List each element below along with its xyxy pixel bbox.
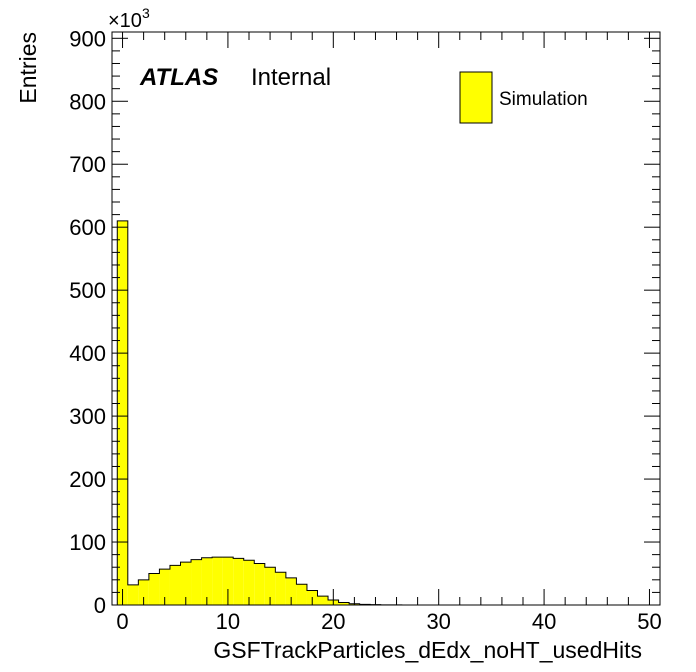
y-tick-labels: 0 100 200 300 400 500 600 700 800 900 — [69, 26, 106, 618]
histogram-bin — [169, 565, 181, 605]
histogram-bin — [201, 557, 213, 605]
legend-swatch-simulation — [459, 71, 493, 124]
histogram-bin — [127, 584, 139, 605]
histogram-bin — [117, 220, 128, 605]
histogram-bin — [159, 569, 170, 605]
atlas-status-label: Internal — [251, 64, 331, 91]
histogram-bin — [180, 562, 192, 605]
histogram-bars — [116, 220, 655, 606]
histogram-outline — [116, 220, 655, 606]
x-tick-label: 10 — [216, 609, 240, 634]
histogram-bin — [243, 560, 255, 605]
y-tick-label: 100 — [69, 530, 106, 555]
plot-frame — [111, 31, 661, 606]
histogram-bin — [254, 563, 265, 605]
histogram-bin — [296, 584, 307, 605]
y-axis-title: Entries — [15, 32, 41, 104]
legend: Simulation — [459, 71, 588, 124]
x-tick-label: 0 — [116, 609, 128, 634]
histogram-bin — [191, 559, 202, 605]
y-tick-label: 700 — [69, 152, 106, 177]
x-tick-label: 20 — [321, 609, 345, 634]
atlas-label: ATLAS — [139, 64, 218, 91]
y-tick-label: 500 — [69, 278, 106, 303]
legend-label-simulation: Simulation — [499, 89, 588, 110]
x-axis-title: GSFTrackParticles_dEdx_noHT_usedHits — [213, 637, 642, 663]
histogram-bin — [264, 567, 276, 605]
histogram-bin — [317, 596, 329, 605]
histogram-bin — [222, 557, 234, 605]
histogram-bin — [148, 573, 160, 605]
y-tick-label: 0 — [94, 593, 106, 618]
y-tick-label: 600 — [69, 215, 106, 240]
y-tick-label: 900 — [69, 26, 106, 51]
x-tick-label: 40 — [532, 609, 556, 634]
y-tick-label: 800 — [69, 89, 106, 114]
y-axis-multiplier: ×103 — [108, 5, 150, 32]
x-tick-label: 50 — [637, 609, 661, 634]
y-tick-label: 400 — [69, 341, 106, 366]
histogram-bin — [138, 579, 149, 605]
axis-ticks — [112, 32, 660, 606]
x-tick-label: 30 — [426, 609, 450, 634]
histogram-bin — [212, 557, 223, 605]
histogram-bin — [275, 572, 286, 605]
histogram-bin — [233, 558, 244, 605]
histogram-bin — [338, 602, 350, 605]
y-tick-label: 200 — [69, 467, 106, 492]
y-tick-label: 300 — [69, 404, 106, 429]
histogram-bin — [285, 577, 297, 605]
x-tick-labels: 0 10 20 30 40 50 — [116, 609, 661, 634]
